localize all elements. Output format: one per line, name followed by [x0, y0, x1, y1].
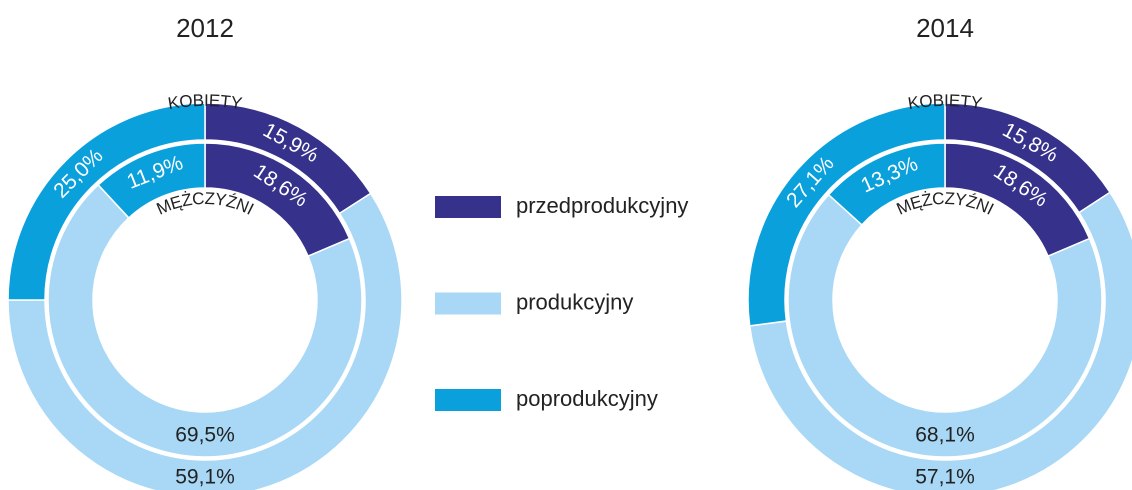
legend-label: produkcyjny — [516, 289, 633, 314]
legend-swatch — [435, 389, 501, 411]
ring-name-text: KOBIETY — [167, 91, 244, 113]
donut-segment — [827, 142, 946, 226]
ring-name: KOBIETY — [907, 91, 984, 113]
legend-swatch — [435, 196, 501, 218]
donut-segment — [7, 102, 206, 301]
legend-swatch — [435, 292, 501, 315]
ring-name-text: KOBIETY — [907, 91, 984, 113]
legend-label: przedprodukcyjny — [516, 193, 688, 218]
legend-label: poprodukcyjny — [516, 386, 658, 411]
chart-title: 2012 — [176, 13, 234, 43]
donut-segment — [787, 193, 1103, 458]
donut-segment — [7, 192, 403, 490]
donut-segment — [748, 191, 1132, 490]
data-label: 57,1% — [915, 466, 975, 489]
data-label: 69,5% — [175, 424, 235, 447]
ring-name: KOBIETY — [167, 91, 244, 113]
donut-segment — [47, 183, 363, 458]
data-label: 68,1% — [915, 424, 975, 447]
donut-segment — [747, 102, 946, 327]
chart-title: 2014 — [916, 13, 974, 43]
data-label: 59,1% — [175, 466, 235, 489]
donut-segment — [97, 142, 206, 219]
